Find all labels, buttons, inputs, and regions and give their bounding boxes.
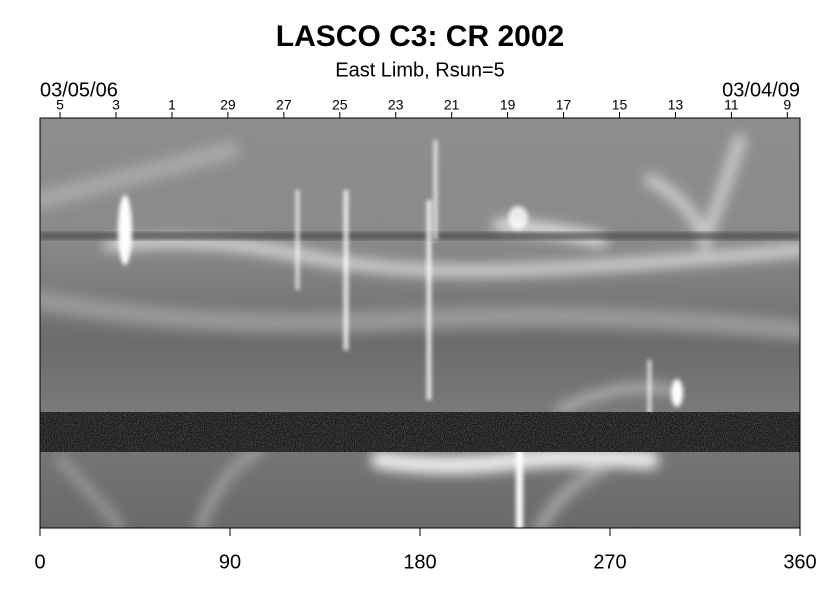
subtitle: East Limb, Rsun=5 xyxy=(335,59,505,81)
top-tick-label: 29 xyxy=(220,97,236,113)
top-tick-label: 23 xyxy=(388,97,404,113)
top-tick-label: 27 xyxy=(276,97,292,113)
start-date: 03/05/06 xyxy=(40,79,118,101)
synoptic-image xyxy=(40,118,800,528)
top-tick-label: 25 xyxy=(332,97,348,113)
top-tick-label: 19 xyxy=(500,97,516,113)
top-tick-label: 15 xyxy=(612,97,628,113)
chart-title: LASCO C3: CR 2002 xyxy=(276,20,564,53)
x-tick-label: 180 xyxy=(403,551,436,573)
top-tick-label: 9 xyxy=(783,97,791,113)
top-tick-label: 17 xyxy=(556,97,572,113)
top-tick-label: 13 xyxy=(668,97,684,113)
top-tick-label: 5 xyxy=(56,97,64,113)
x-tick-label: 0 xyxy=(34,551,45,573)
top-tick-label: 21 xyxy=(444,97,460,113)
x-tick-label: 90 xyxy=(219,551,241,573)
top-tick-label: 1 xyxy=(168,97,176,113)
x-tick-label: 270 xyxy=(593,551,626,573)
top-tick-label: 3 xyxy=(112,97,120,113)
x-tick-label: 360 xyxy=(783,551,816,573)
top-tick-label: 11 xyxy=(724,97,739,113)
end-date: 03/04/09 xyxy=(722,79,800,101)
